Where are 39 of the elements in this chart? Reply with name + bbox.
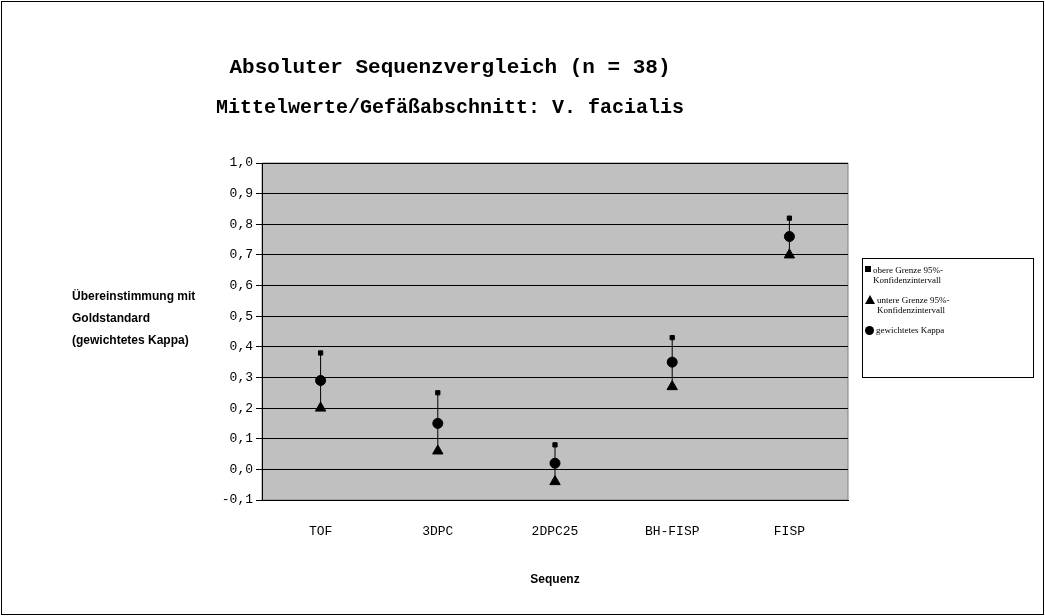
y-tick-label: 0,7: [229, 247, 253, 263]
y-tick-label: 0,0: [229, 461, 253, 477]
x-tick-label: TOF: [308, 524, 333, 540]
y-tick-label: 0,3: [229, 369, 253, 385]
point: [666, 380, 678, 391]
chart-subtitle: Mittelwerte/Gefäßabschnitt: V. facialis: [214, 96, 686, 119]
y-tick-label: 0,5: [229, 308, 253, 324]
y-tick-label: 0,4: [229, 339, 254, 355]
y-tick-label: 0,2: [229, 400, 253, 416]
y-tick-label: 0,9: [229, 186, 253, 202]
y-axis-title: Übereinstimmung mit Goldstandard (gewichtetes Kappa): [72, 288, 197, 349]
x-tick-label: BH-FISP: [644, 524, 700, 540]
x-tick-label: FISP: [773, 524, 806, 540]
point: [783, 231, 795, 243]
point: [435, 390, 441, 396]
point: [432, 444, 444, 455]
point: [549, 475, 561, 486]
point: [783, 248, 796, 259]
legend-label: gewichtetes Kappa: [876, 325, 945, 335]
point: [314, 401, 327, 412]
point: [552, 442, 558, 448]
x-axis-title: Sequenz: [529, 572, 581, 586]
x-tick-label: 3DPC: [422, 524, 454, 540]
y-tick-label: 0,6: [229, 277, 253, 293]
y-tick-label: -0,1: [221, 492, 254, 508]
point: [786, 215, 793, 221]
point: [549, 457, 561, 469]
point: [666, 356, 678, 368]
point: [669, 335, 675, 341]
y-tick-label: 1,0: [229, 155, 253, 171]
x-tick-label: 2DPC25: [531, 524, 579, 540]
legend-label: untere Grenze 95%-Konfidenzintervall: [877, 295, 951, 315]
chart-title: Absoluter Sequenzvergleich (n = 38): [228, 56, 672, 79]
point: [317, 350, 324, 356]
point: [432, 417, 444, 429]
point: [315, 375, 327, 387]
y-tick-label: 0,1: [229, 431, 254, 447]
legend-label: obere Grenze 95%-Konfidenzintervall: [873, 265, 944, 285]
y-tick-label: 0,8: [229, 216, 253, 232]
